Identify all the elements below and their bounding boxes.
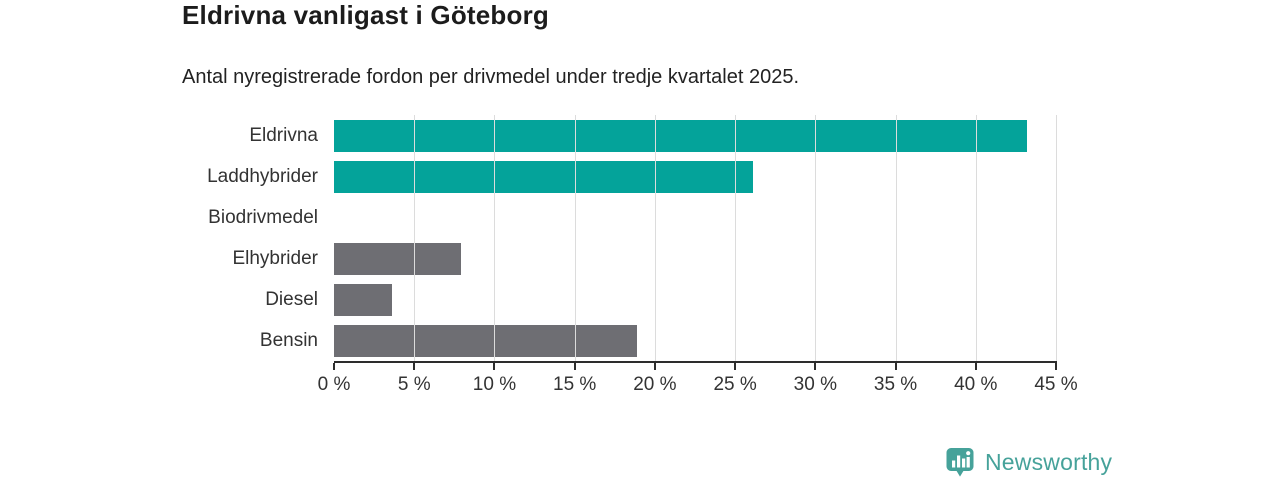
tick-mark-45 bbox=[1055, 363, 1057, 370]
gridline-10 bbox=[494, 115, 496, 362]
tick-mark-35 bbox=[894, 363, 897, 370]
tick-label-40: 40 % bbox=[954, 374, 998, 395]
x-axis-ticks: 0 % 5 % 10 % 15 % 20 % 25 % 30 % 35 % 40 % 45 % bbox=[318, 363, 1078, 408]
tick-mark-25 bbox=[734, 363, 737, 370]
bar-elhybrider bbox=[334, 243, 461, 276]
tick-mark-20 bbox=[653, 363, 656, 370]
newsworthy-pin-barchart-icon bbox=[946, 448, 974, 477]
bar-row-elhybrider bbox=[334, 239, 1056, 280]
bar-eldrivna bbox=[334, 119, 1028, 152]
bar-laddhybrider bbox=[334, 160, 753, 193]
chart-title: Eldrivna vanligast i Göteborg bbox=[182, 0, 549, 30]
chart-subtitle: Antal nyregistrerade fordon per drivmede… bbox=[182, 66, 800, 88]
gridline-15 bbox=[574, 115, 576, 362]
plot-area bbox=[334, 115, 1057, 362]
tick-label-15: 15 % bbox=[553, 374, 597, 395]
bar-rows bbox=[334, 115, 1056, 362]
newsworthy-logo-text: Newsworthy bbox=[985, 448, 1113, 475]
gridline-30 bbox=[815, 115, 817, 362]
y-axis-labels: Eldrivna Laddhybrider Biodrivmedel Elhybrid… bbox=[60, 115, 318, 362]
gridline-35 bbox=[895, 115, 897, 362]
gridline-20 bbox=[654, 115, 656, 362]
tick-label-10: 10 % bbox=[472, 374, 517, 395]
newsworthy-logo: Newsworthy bbox=[944, 446, 1112, 478]
tick-mark-15 bbox=[573, 363, 576, 370]
bar-row-bensin bbox=[334, 321, 1056, 362]
y-label-elhybrider: Elhybrider bbox=[232, 248, 318, 270]
tick-mark-10 bbox=[493, 363, 496, 370]
tick-label-35: 35 % bbox=[873, 374, 918, 395]
tick-mark-0 bbox=[333, 363, 335, 370]
tick-mark-5 bbox=[413, 363, 416, 370]
y-label-eldrivna: Eldrivna bbox=[249, 124, 318, 146]
tick-label-20: 20 % bbox=[633, 374, 677, 395]
tick-label-5: 5 % bbox=[397, 374, 431, 395]
bar-diesel bbox=[334, 284, 392, 317]
gridline-5 bbox=[414, 115, 416, 362]
y-label-bensin: Bensin bbox=[259, 330, 318, 352]
bar-row-biodrivmedel bbox=[334, 197, 1056, 238]
bar-row-laddhybrider bbox=[334, 156, 1056, 197]
gridline-45 bbox=[1056, 115, 1057, 362]
tick-label-25: 25 % bbox=[713, 374, 757, 395]
bar-bensin bbox=[334, 325, 638, 358]
bar-row-diesel bbox=[334, 280, 1056, 321]
tick-label-30: 30 % bbox=[793, 374, 837, 395]
tick-label-45: 45 % bbox=[1034, 374, 1078, 395]
gridline-40 bbox=[975, 115, 977, 362]
y-label-diesel: Diesel bbox=[265, 289, 318, 311]
x-axis-line bbox=[334, 361, 1057, 363]
gridline-25 bbox=[735, 115, 737, 362]
tick-mark-40 bbox=[974, 363, 977, 370]
y-label-laddhybrider: Laddhybrider bbox=[207, 165, 318, 187]
y-label-biodrivmedel: Biodrivmedel bbox=[208, 206, 318, 228]
bar-row-eldrivna bbox=[334, 115, 1056, 156]
tick-mark-30 bbox=[814, 363, 817, 370]
tick-label-0: 0 % bbox=[317, 374, 351, 395]
